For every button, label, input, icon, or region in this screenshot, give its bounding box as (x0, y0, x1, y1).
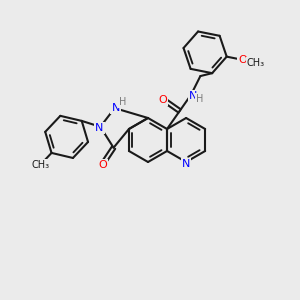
Text: O: O (98, 160, 107, 170)
Text: N: N (182, 159, 190, 169)
Text: CH₃: CH₃ (32, 160, 50, 170)
Text: N: N (189, 91, 197, 101)
Text: N: N (95, 123, 103, 133)
Text: CH₃: CH₃ (247, 58, 265, 68)
Text: H: H (196, 94, 204, 104)
Text: N: N (112, 103, 120, 113)
Text: H: H (119, 97, 126, 107)
Text: O: O (158, 95, 167, 105)
Text: O: O (238, 56, 247, 65)
